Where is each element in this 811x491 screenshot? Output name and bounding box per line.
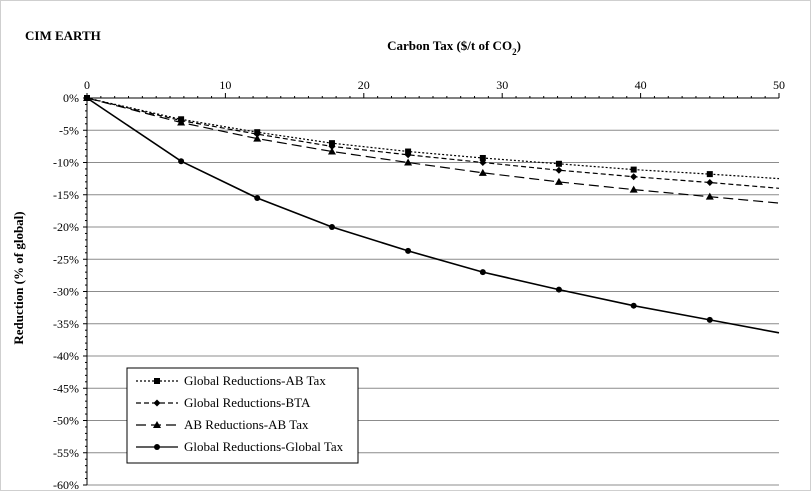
data-point (328, 224, 335, 230)
data-point (253, 134, 262, 142)
panel-title: CIM EARTH (25, 28, 101, 43)
legend-item: AB Reductions-AB Tax (136, 417, 309, 432)
series-4 (84, 95, 780, 334)
legend-label: Global Reductions-AB Tax (184, 373, 326, 388)
legend-marker (154, 378, 160, 384)
x-tick-label: 10 (219, 78, 231, 92)
data-point (404, 151, 412, 159)
y-tick-label: -50% (53, 414, 79, 428)
y-tick-label: 0% (63, 91, 79, 105)
y-tick-labels: 0% -5% -10% -15% -20% -25% -30% -35% -40% -45% -50… (53, 91, 79, 491)
data-point (555, 160, 562, 167)
series-2 (83, 94, 780, 189)
data-point (253, 130, 261, 138)
data-point (479, 154, 486, 161)
data-series (83, 94, 780, 334)
legend: Global Reductions-AB Tax Global Reduction… (126, 367, 359, 464)
y-tick-label: -35% (53, 317, 79, 331)
data-point (405, 247, 412, 254)
data-point (705, 192, 714, 200)
x-tick-label: 30 (496, 78, 508, 92)
data-point (630, 166, 637, 173)
data-point (555, 286, 562, 293)
y-tick-label: -55% (53, 446, 79, 460)
legend-item: Global Reductions-BTA (136, 395, 311, 410)
data-point (479, 269, 486, 276)
legend-item: Global Reductions-Global Tax (136, 439, 344, 454)
data-point (177, 118, 186, 126)
x-axis-title: Carbon Tax ($/t of CO2) (387, 38, 521, 57)
x-tick-labels: 0 10 20 30 40 50 (84, 78, 785, 92)
data-point (706, 171, 713, 178)
data-point (706, 178, 714, 186)
data-point (554, 177, 563, 185)
legend-marker (153, 399, 161, 407)
data-point (629, 185, 638, 193)
series-line (86, 97, 780, 189)
series-line (86, 97, 780, 334)
data-point (706, 316, 713, 323)
y-tick-label: -40% (53, 349, 79, 363)
y-tick-label: -15% (53, 188, 79, 202)
data-point (479, 159, 487, 166)
data-point (84, 95, 90, 101)
data-point (555, 166, 563, 174)
y-tick-label: -45% (53, 381, 79, 395)
series-line (86, 97, 780, 204)
legend-item: Global Reductions-AB Tax (136, 373, 326, 388)
data-point (630, 302, 637, 309)
y-tick-label: -10% (53, 156, 79, 170)
x-tick-label: 50 (773, 78, 785, 92)
y-axis-title: Reduction (% of global) (11, 211, 26, 344)
data-point (328, 142, 336, 150)
y-tick-label: -25% (53, 252, 79, 266)
y-tick-label: -30% (53, 285, 79, 299)
y-tick-label: -60% (53, 478, 79, 491)
gridlines (87, 129, 779, 486)
data-point (178, 158, 185, 165)
x-tick-label: 0 (84, 78, 90, 92)
series-3 (83, 94, 780, 204)
data-point (254, 194, 261, 201)
legend-label: Global Reductions-Global Tax (184, 439, 344, 454)
x-tick-label: 20 (358, 78, 370, 92)
data-point (478, 168, 487, 176)
legend-label: Global Reductions-BTA (184, 395, 311, 410)
y-tick-label: -5% (59, 123, 79, 137)
data-point (630, 173, 638, 181)
legend-marker (154, 444, 160, 450)
x-tick-label: 40 (635, 78, 647, 92)
y-tick-label: -20% (53, 220, 79, 234)
data-point (327, 147, 336, 155)
data-point (404, 158, 413, 166)
legend-label: AB Reductions-AB Tax (184, 417, 309, 432)
legend-marker (153, 421, 161, 428)
axes (83, 93, 780, 486)
